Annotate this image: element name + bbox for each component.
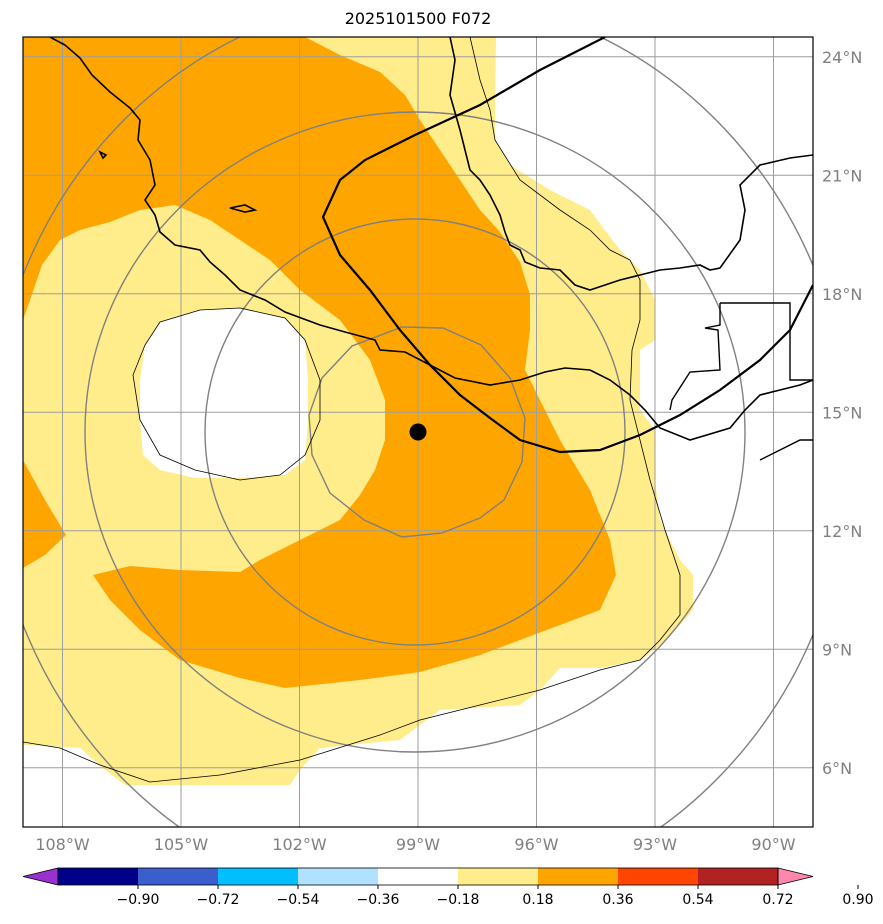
longitude-labels: 108°W 105°W 102°W 99°W 96°W 93°W 90°W <box>35 835 795 854</box>
colorbar-tick-label: 0.72 <box>762 892 793 908</box>
lon-tick-label: 108°W <box>35 835 90 854</box>
ocean-white-bottom <box>23 745 125 785</box>
colorbar-segment <box>378 868 459 885</box>
colorbar-segment <box>618 868 699 885</box>
forecast-track <box>321 37 813 454</box>
lat-tick-label: 24°N <box>822 48 862 67</box>
latitude-labels: 24°N 21°N 18°N 15°N 12°N 9°N 6°N <box>822 48 862 778</box>
white-region-outline <box>132 307 321 481</box>
colorbar-segment <box>58 868 139 885</box>
lon-tick-label: 93°W <box>633 835 677 854</box>
lat-tick-label: 12°N <box>822 522 862 541</box>
lon-tick-label: 90°W <box>751 835 795 854</box>
lon-tick-label: 99°W <box>396 835 440 854</box>
thin-boundary <box>23 37 681 783</box>
map-title: 2025101500 F072 <box>344 9 492 28</box>
colorbar-tick-label: −0.54 <box>277 892 320 908</box>
colorbar-segment <box>538 868 619 885</box>
colorbar-tick-label: −0.36 <box>357 892 400 908</box>
range-ring-1 <box>308 326 526 538</box>
colorbar-tick-label: −0.18 <box>437 892 480 908</box>
contour-fill-white <box>140 308 308 478</box>
colorbar <box>22 867 814 886</box>
colorbar-segment <box>218 868 299 885</box>
lat-tick-label: 21°N <box>822 166 862 185</box>
lon-tick-label: 105°W <box>154 835 209 854</box>
colorbar-tick-label: −0.90 <box>117 892 160 908</box>
storm-center-marker <box>409 423 427 441</box>
lon-tick-label: 96°W <box>514 835 558 854</box>
colorbar-extend-low <box>22 867 59 886</box>
range-ring-3 <box>84 111 746 753</box>
colorbar-tick-label: 0.90 <box>842 892 873 908</box>
lat-tick-label: 6°N <box>822 759 852 778</box>
lat-tick-label: 15°N <box>822 403 862 422</box>
map-area <box>23 37 813 827</box>
lat-tick-label: 18°N <box>822 285 862 304</box>
coastline <box>49 37 813 441</box>
colorbar-tick-label: 0.18 <box>522 892 553 908</box>
colorbar-frame <box>57 867 779 886</box>
colorbar-tick-label: 0.54 <box>682 892 713 908</box>
colorbar-segment <box>138 868 219 885</box>
colorbar-segment <box>458 868 539 885</box>
colorbar-segment <box>298 868 379 885</box>
range-rings <box>23 37 813 827</box>
contour-fill-0.36-0.54-left <box>23 460 66 568</box>
colorbar-tick-label: 0.36 <box>602 892 633 908</box>
colorbar-tick-label: −0.72 <box>197 892 240 908</box>
colorbar-extend-high <box>777 867 814 886</box>
colorbar-segment <box>698 868 779 885</box>
colorbar-labels: −0.90 −0.72 −0.54 −0.36 −0.18 0.18 0.36 0.54 0.7… <box>117 885 874 908</box>
contour-fill-0.36-0.54-main <box>23 37 616 688</box>
lat-tick-label: 9°N <box>822 640 852 659</box>
country-border <box>669 302 813 461</box>
range-ring-2 <box>204 218 626 646</box>
map-frame <box>22 36 814 828</box>
lon-tick-label: 102°W <box>272 835 327 854</box>
